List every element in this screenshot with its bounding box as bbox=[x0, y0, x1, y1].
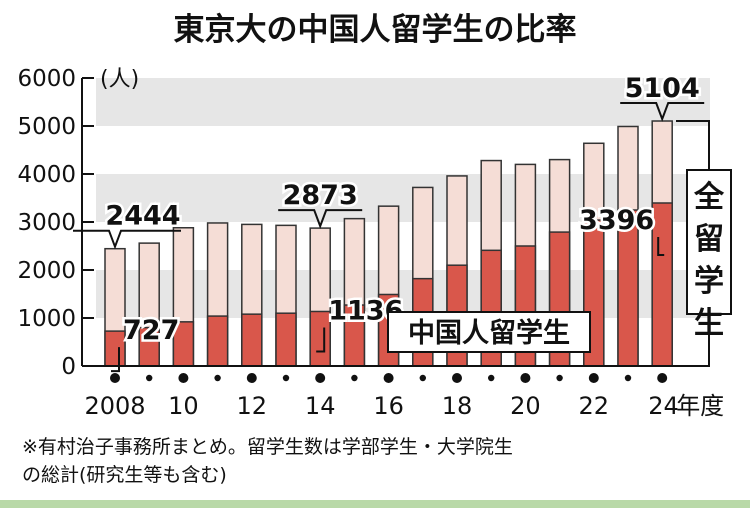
year-dot bbox=[452, 373, 462, 383]
year-dot bbox=[110, 373, 120, 383]
year-dot bbox=[246, 373, 257, 383]
year-dot bbox=[146, 374, 153, 382]
annotation-total-label: 5104 bbox=[625, 73, 700, 104]
year-dot bbox=[556, 374, 563, 382]
year-dot bbox=[315, 373, 326, 383]
year-dot bbox=[351, 374, 358, 382]
x-tick-label: 2008 bbox=[84, 392, 145, 420]
annotation-bracket bbox=[620, 102, 705, 122]
year-dot bbox=[419, 374, 426, 382]
year-dot bbox=[657, 373, 668, 383]
y-tick-label: 1000 bbox=[17, 306, 76, 332]
legend-box-total bbox=[686, 169, 732, 315]
x-tick-label: 24 bbox=[648, 392, 679, 420]
x-tick-label: 22 bbox=[579, 392, 610, 420]
x-tick-label: 14 bbox=[305, 392, 336, 420]
year-dot bbox=[214, 374, 221, 382]
legend-label-total-char: 学 bbox=[694, 264, 724, 299]
y-axis: 0 1000 2000 3000 4000 5000 6000 bbox=[17, 66, 94, 380]
annotation-bracket bbox=[73, 229, 181, 250]
x-tick-label: 10 bbox=[168, 392, 199, 420]
bar-chinese bbox=[275, 312, 297, 367]
y-tick-label: 2000 bbox=[17, 258, 76, 284]
chart-title: 東京大の中国人留学生の比率 bbox=[174, 12, 577, 48]
y-tick-label: 0 bbox=[61, 354, 76, 380]
y-tick-label: 6000 bbox=[17, 66, 76, 92]
y-tick-label: 3000 bbox=[17, 210, 76, 236]
grid-band bbox=[96, 78, 710, 126]
year-dot bbox=[520, 373, 531, 383]
x-tick-label: 12 bbox=[237, 392, 268, 420]
annotation-bracket bbox=[278, 209, 363, 229]
annotation-leader bbox=[657, 236, 665, 256]
annotation-leader bbox=[316, 327, 326, 353]
bottom-strip bbox=[0, 500, 750, 508]
annotation-chinese-label: 727 bbox=[123, 315, 179, 346]
bar-chinese bbox=[241, 313, 263, 367]
legend-label-total-char: 生 bbox=[694, 306, 724, 341]
background-bands bbox=[96, 78, 710, 318]
year-dot bbox=[488, 374, 495, 382]
annotation-total-label: 2444 bbox=[105, 201, 180, 232]
year-dot bbox=[282, 374, 290, 382]
legend-label-chinese: 中国人留学生 bbox=[408, 317, 570, 349]
x-tick-label: 20 bbox=[510, 392, 541, 420]
x-tick-label: 16 bbox=[373, 392, 404, 420]
annotation-leader bbox=[111, 347, 120, 373]
y-tick-label: 5000 bbox=[17, 114, 76, 140]
grid-band bbox=[96, 270, 710, 318]
legend-label-total-char: 留 bbox=[694, 222, 724, 257]
year-dot bbox=[588, 373, 599, 383]
unit-label: (人) bbox=[100, 67, 139, 92]
grid-band bbox=[96, 174, 710, 222]
bar-chinese bbox=[104, 330, 126, 367]
bar-chinese bbox=[309, 310, 331, 367]
x-suffix-label: 年度 bbox=[676, 392, 724, 420]
year-dot bbox=[624, 374, 632, 382]
footnote-line-1: ※有村治子事務所まとめ。留学生数は学部学生・大学院生 bbox=[22, 436, 513, 458]
legend-box-chinese bbox=[387, 311, 591, 353]
bar-chinese bbox=[651, 202, 673, 367]
annotation-chinese-label: 3396 bbox=[579, 205, 654, 236]
y-tick-label: 4000 bbox=[17, 162, 76, 188]
year-dot bbox=[178, 373, 189, 383]
annotation-total-label: 2873 bbox=[283, 180, 358, 211]
legend-label-total-char: 全 bbox=[693, 180, 725, 215]
x-tick-label: 18 bbox=[442, 392, 473, 420]
bar-chinese bbox=[206, 315, 229, 367]
footnote-line-2: の総計(研究生等も含む) bbox=[22, 464, 227, 486]
year-dot bbox=[383, 373, 394, 383]
